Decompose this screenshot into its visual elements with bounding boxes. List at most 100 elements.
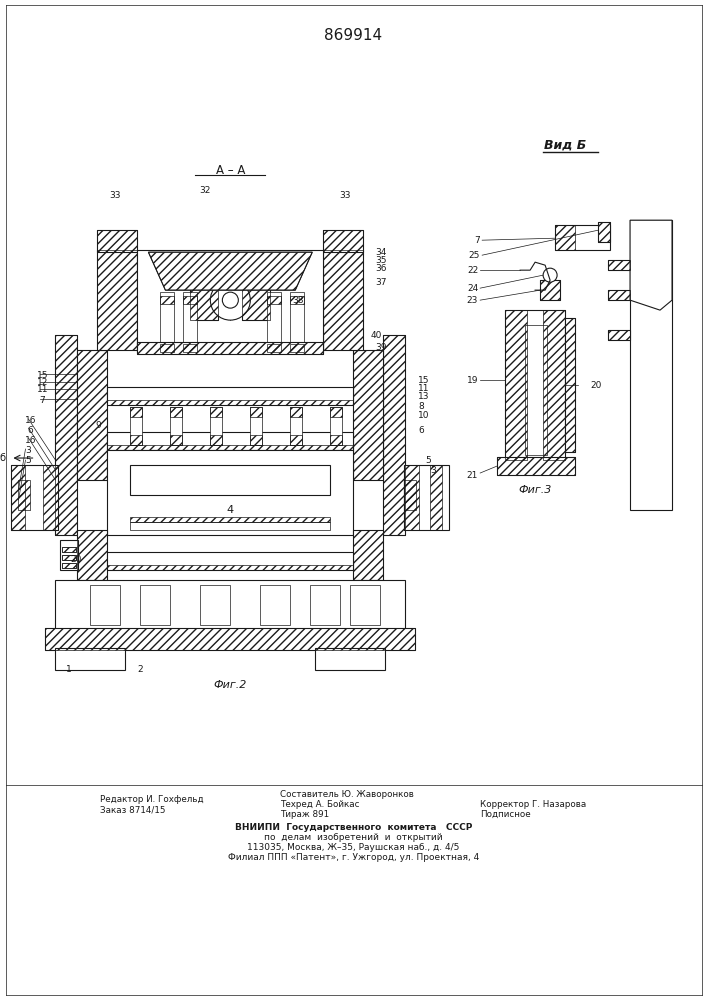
Bar: [190, 280, 218, 320]
Bar: [107, 565, 354, 570]
Text: 4: 4: [227, 505, 234, 515]
Bar: [141, 585, 170, 625]
Circle shape: [222, 292, 238, 308]
Bar: [211, 407, 222, 417]
Bar: [330, 407, 342, 417]
Bar: [630, 220, 672, 510]
Bar: [291, 407, 303, 417]
Bar: [98, 230, 137, 252]
Text: 40: 40: [370, 331, 382, 340]
Bar: [565, 318, 575, 452]
Text: 38: 38: [293, 296, 304, 305]
Bar: [55, 335, 78, 535]
Bar: [525, 325, 547, 455]
Circle shape: [543, 268, 557, 282]
Bar: [540, 280, 560, 300]
Bar: [18, 480, 57, 510]
Text: 9: 9: [95, 421, 101, 430]
Bar: [565, 318, 575, 452]
Bar: [543, 310, 565, 460]
Text: 39: 39: [375, 343, 387, 352]
Bar: [323, 230, 363, 252]
Bar: [11, 465, 59, 530]
Bar: [250, 435, 262, 445]
Bar: [243, 280, 270, 320]
Bar: [170, 407, 182, 417]
Bar: [354, 530, 383, 580]
Bar: [61, 540, 78, 570]
Bar: [291, 296, 304, 304]
Text: 12: 12: [37, 378, 48, 387]
Text: 25: 25: [469, 251, 480, 260]
Text: 23: 23: [467, 296, 478, 305]
Bar: [78, 530, 107, 580]
Bar: [354, 350, 383, 480]
Bar: [430, 465, 442, 530]
Text: 19: 19: [467, 376, 478, 385]
Text: 10: 10: [419, 411, 430, 420]
Text: Вид Б: Вид Б: [544, 139, 586, 152]
Bar: [160, 296, 175, 304]
Text: 6: 6: [419, 426, 424, 435]
Text: ВНИИПИ  Государственного  комитета   СССР: ВНИИПИ Государственного комитета СССР: [235, 823, 472, 832]
Text: Подписное: Подписное: [480, 810, 531, 819]
Text: Техред А. Бойкас: Техред А. Бойкас: [280, 800, 360, 809]
Bar: [130, 522, 330, 530]
Bar: [160, 292, 175, 352]
Text: Корректор Г. Назарова: Корректор Г. Назарова: [480, 800, 586, 809]
Bar: [130, 407, 142, 445]
Text: Фиг.3: Фиг.3: [518, 485, 551, 495]
Circle shape: [211, 280, 250, 320]
Text: 1: 1: [66, 665, 71, 674]
Text: 36: 36: [375, 264, 387, 273]
Bar: [608, 290, 630, 300]
Text: 34: 34: [375, 248, 387, 257]
Bar: [291, 407, 303, 445]
Bar: [505, 310, 527, 460]
Bar: [243, 280, 270, 320]
Text: 3: 3: [25, 446, 31, 455]
Text: 7: 7: [40, 396, 45, 405]
Bar: [137, 342, 323, 354]
Bar: [540, 280, 560, 300]
Bar: [183, 292, 197, 352]
Text: 20: 20: [590, 381, 602, 390]
Bar: [350, 585, 380, 625]
Bar: [107, 552, 354, 570]
Bar: [323, 230, 363, 252]
Bar: [55, 335, 78, 535]
Bar: [608, 330, 630, 340]
Bar: [330, 407, 342, 445]
Bar: [250, 407, 262, 417]
Text: 11: 11: [37, 385, 48, 394]
Bar: [170, 435, 182, 445]
Text: Фиг.2: Фиг.2: [214, 680, 247, 690]
Text: 5: 5: [425, 456, 431, 465]
Bar: [30, 480, 40, 510]
Bar: [11, 465, 25, 530]
Bar: [160, 344, 175, 352]
Bar: [608, 330, 630, 340]
Text: 15: 15: [37, 371, 48, 380]
Bar: [130, 465, 330, 495]
Bar: [250, 407, 262, 445]
Bar: [608, 260, 630, 270]
Bar: [505, 310, 565, 460]
Bar: [497, 457, 575, 475]
Text: 33: 33: [339, 191, 351, 200]
Text: 3: 3: [430, 466, 436, 475]
Bar: [383, 335, 405, 535]
Bar: [354, 530, 383, 580]
Text: 15: 15: [419, 376, 430, 385]
Bar: [404, 480, 442, 510]
Text: Составитель Ю. Жаворонков: Составитель Ю. Жаворонков: [280, 790, 414, 799]
Bar: [98, 230, 137, 252]
Text: 32: 32: [199, 186, 211, 195]
Text: 8: 8: [419, 402, 424, 411]
Bar: [98, 250, 137, 350]
Bar: [183, 296, 197, 304]
Bar: [211, 407, 222, 445]
Bar: [107, 445, 354, 450]
Bar: [608, 260, 630, 270]
Bar: [323, 250, 363, 350]
